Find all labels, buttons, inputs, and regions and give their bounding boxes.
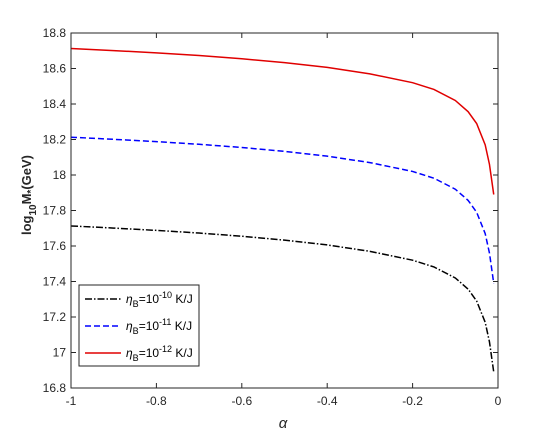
y-tick-label: 18.4 xyxy=(43,97,67,111)
x-tick-label: -0.8 xyxy=(146,394,167,408)
legend-label-2: ηB=10-11 K/J xyxy=(126,317,192,336)
y-tick-label: 18.2 xyxy=(43,133,67,147)
y-tick-label: 17.4 xyxy=(43,275,67,289)
y-tick-label: 17.2 xyxy=(43,310,67,324)
legend: ηB=10-10 K/J ηB=10-11 K/J ηB=10-12 K/J xyxy=(78,284,200,367)
y-tick-label: 16.8 xyxy=(43,381,67,395)
legend-label-1: ηB=10-10 K/J xyxy=(126,290,193,309)
y-tick-label: 18.6 xyxy=(43,62,67,76)
y-tick-label: 17 xyxy=(53,346,67,360)
x-tick-label: -1 xyxy=(66,394,77,408)
plot-area xyxy=(70,47,495,373)
series-line-3 xyxy=(70,47,495,195)
axes: -1 -0.8 -0.6 -0.4 -0.2 0 16.8 17 17.2 17.4 17.6 17.… xyxy=(43,26,502,408)
y-axis-label: log10M*(GeV) xyxy=(19,155,39,235)
x-tick-label: -0.4 xyxy=(317,394,338,408)
y-tick-label: 17.6 xyxy=(43,239,67,253)
x-axis-label: α xyxy=(279,415,288,432)
y-tick-label: 17.8 xyxy=(43,204,67,218)
series-line-2 xyxy=(70,136,495,284)
series-line-1 xyxy=(70,225,495,373)
legend-label-3: ηB=10-12 K/J xyxy=(126,344,193,363)
x-tick-label: 0 xyxy=(495,394,502,408)
x-tick-label: -0.6 xyxy=(231,394,252,408)
x-tick-label: -0.2 xyxy=(402,394,423,408)
y-tick-label: 18 xyxy=(53,168,67,182)
y-tick-label: 18.8 xyxy=(43,26,67,40)
